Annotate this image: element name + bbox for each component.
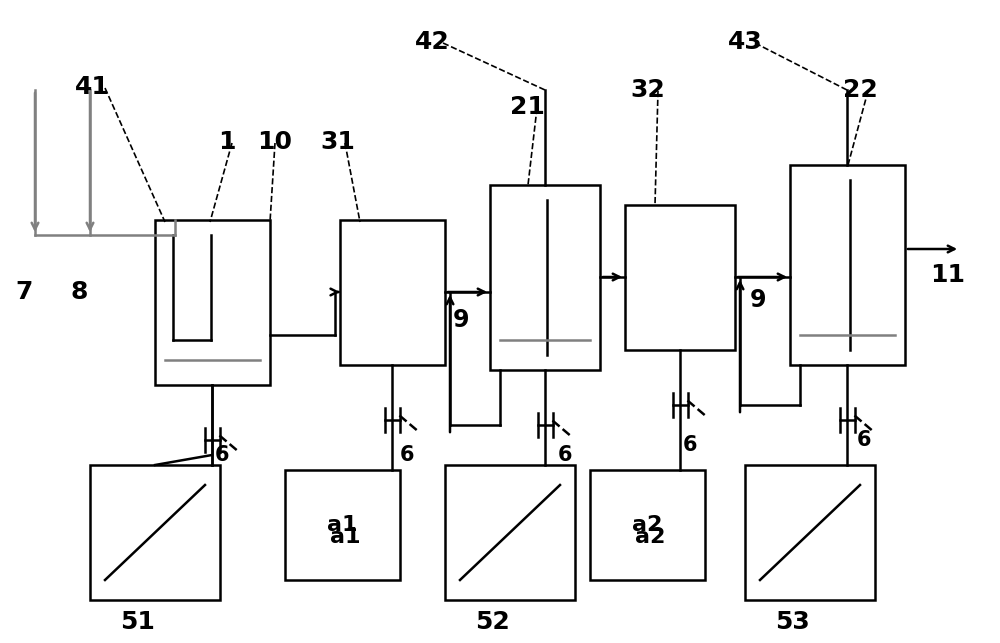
Bar [745, 465, 875, 600]
Text: 31: 31 [320, 130, 355, 154]
Bar [340, 220, 445, 365]
Text: 6: 6 [683, 435, 698, 455]
Text: 43: 43 [728, 30, 763, 54]
Bar [285, 470, 400, 580]
Text: 1: 1 [218, 130, 236, 154]
Bar [625, 205, 735, 350]
Text: 21: 21 [510, 95, 545, 119]
Text: a2: a2 [635, 527, 665, 547]
Text: 10: 10 [257, 130, 292, 154]
Bar [590, 470, 705, 580]
Text: 9: 9 [750, 288, 767, 312]
Text: 6: 6 [400, 445, 415, 465]
Bar [490, 185, 600, 370]
Text: a1: a1 [330, 527, 360, 547]
Text: a1: a1 [327, 515, 357, 535]
Text: 51: 51 [120, 610, 155, 634]
Text: 6: 6 [857, 430, 872, 450]
Text: 11: 11 [930, 263, 965, 287]
Text: 6: 6 [215, 445, 230, 465]
Text: 41: 41 [75, 75, 110, 99]
Bar [790, 165, 905, 365]
Bar [155, 220, 270, 385]
Text: 52: 52 [475, 610, 510, 634]
Text: 9: 9 [453, 308, 470, 332]
Text: 32: 32 [630, 78, 665, 102]
Text: 42: 42 [415, 30, 450, 54]
Text: 8: 8 [70, 280, 87, 304]
Text: 22: 22 [843, 78, 878, 102]
Text: 53: 53 [775, 610, 810, 634]
Bar [445, 465, 575, 600]
Bar [90, 465, 220, 600]
Text: 7: 7 [15, 280, 32, 304]
Text: a2: a2 [632, 515, 662, 535]
Text: 6: 6 [558, 445, 572, 465]
